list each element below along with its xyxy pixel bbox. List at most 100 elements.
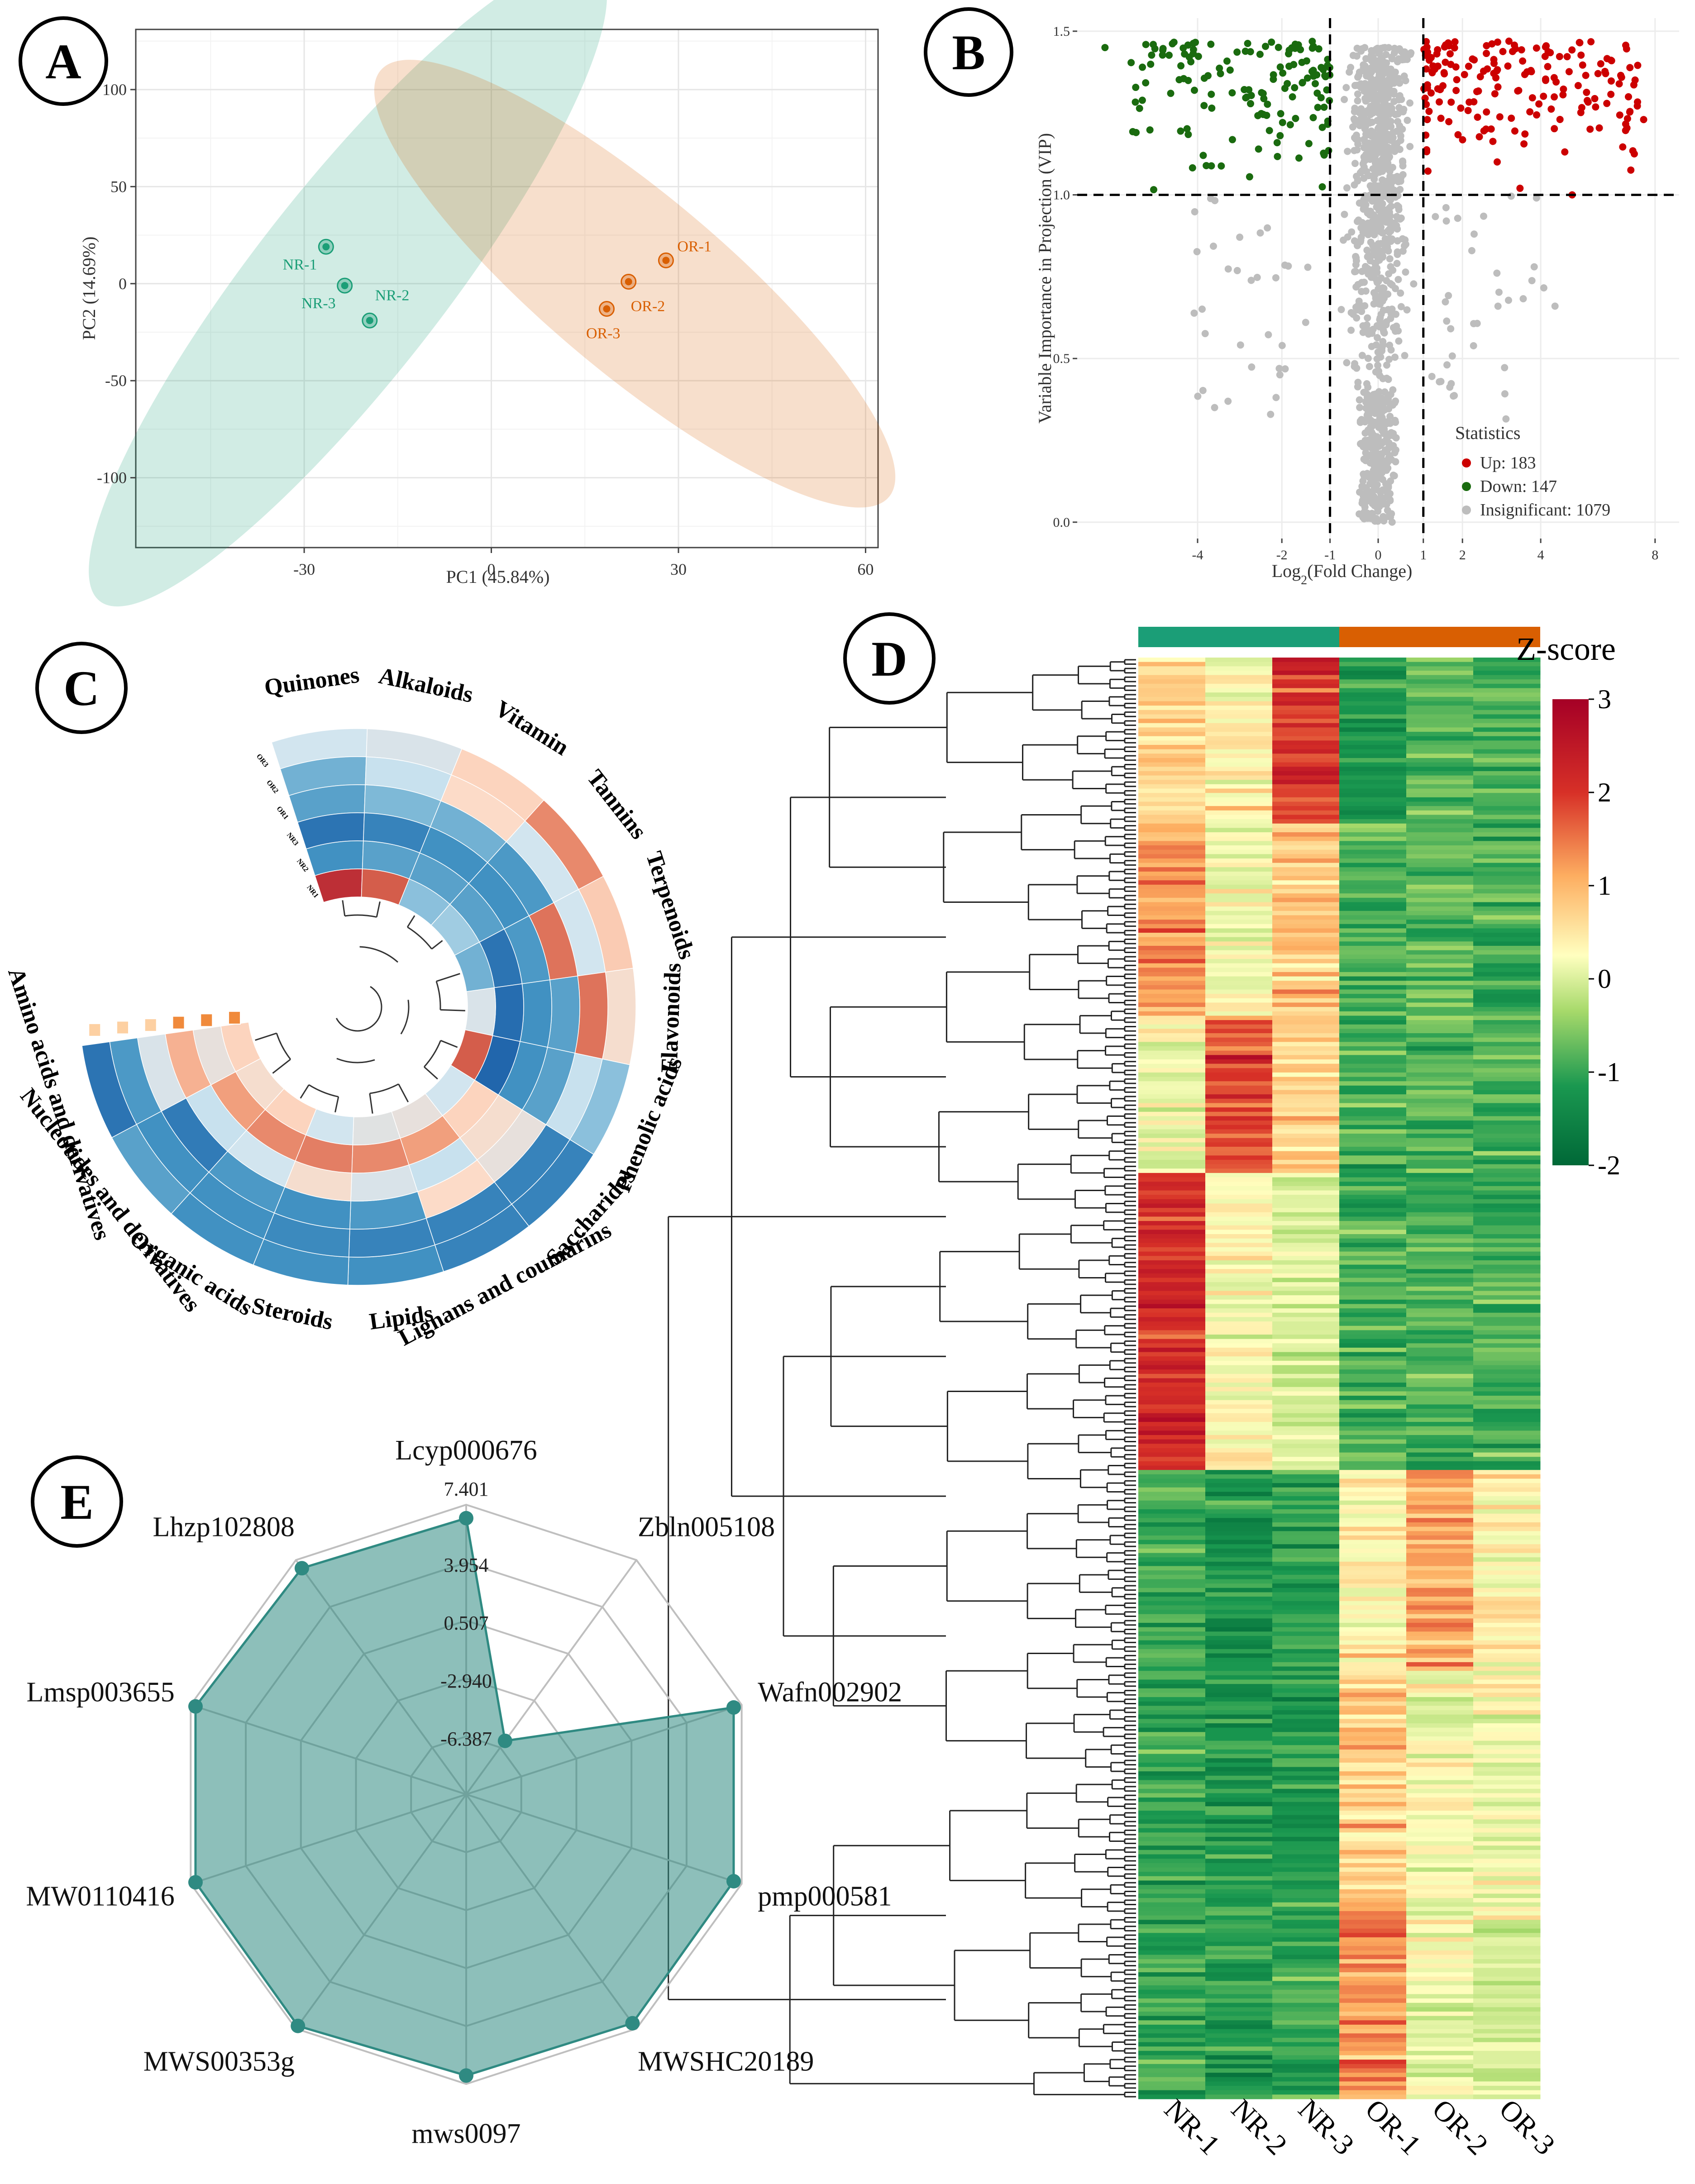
volcano-point-insignificant bbox=[1373, 486, 1380, 493]
heatmap-cell bbox=[1138, 1002, 1206, 1007]
volcano-point-up bbox=[1560, 85, 1567, 93]
heatmap-cell bbox=[1272, 867, 1340, 872]
volcano-point-insignificant bbox=[1376, 71, 1384, 78]
heatmap-cell bbox=[1339, 692, 1407, 697]
heatmap-cell bbox=[1406, 2046, 1474, 2051]
heatmap-cell bbox=[1272, 1513, 1340, 1518]
heatmap-cell bbox=[1138, 780, 1206, 785]
heatmap-cell bbox=[1272, 1081, 1340, 1086]
heatmap-cell bbox=[1473, 1989, 1541, 1994]
volcano-point-insignificant bbox=[1443, 361, 1451, 369]
heatmap-cell bbox=[1339, 998, 1407, 1003]
volcano-point-down bbox=[1311, 80, 1319, 87]
volcano-point-insignificant bbox=[1373, 334, 1381, 342]
dendrogram-arc bbox=[276, 1033, 291, 1060]
heatmap-cell bbox=[1339, 1295, 1407, 1300]
heatmap-cell bbox=[1473, 1802, 1541, 1807]
group-bar-cell bbox=[116, 1020, 129, 1035]
heatmap-cell bbox=[1138, 1710, 1206, 1715]
heatmap-cell bbox=[1272, 771, 1340, 776]
heatmap-cell bbox=[1272, 1701, 1340, 1706]
volcano-point-insignificant bbox=[1337, 305, 1345, 313]
heatmap-cell bbox=[1339, 1037, 1407, 1042]
heatmap-cell bbox=[1138, 1802, 1206, 1807]
heatmap-cell bbox=[1406, 1247, 1474, 1252]
heatmap-cell bbox=[1138, 1658, 1206, 1663]
heatmap-cell bbox=[1339, 902, 1407, 907]
heatmap-cell bbox=[1473, 1072, 1541, 1078]
heatmap-cell bbox=[1138, 1622, 1206, 1628]
volcano-point-up bbox=[1602, 70, 1609, 77]
heatmap-cell bbox=[1205, 1059, 1273, 1064]
heatmap-cell bbox=[1205, 1247, 1273, 1252]
heatmap-cell bbox=[1339, 1046, 1407, 1051]
category-label: Steroids bbox=[249, 1293, 335, 1335]
heatmap-cell bbox=[1205, 793, 1273, 798]
heatmap-cell bbox=[1205, 1308, 1273, 1313]
heatmap-cell bbox=[1473, 1291, 1541, 1296]
volcano-point-insignificant bbox=[1358, 352, 1366, 359]
heatmap-cell bbox=[1339, 683, 1407, 689]
heatmap-cell bbox=[1473, 1649, 1541, 1654]
volcano-point-down bbox=[1244, 39, 1251, 47]
volcano-point-down bbox=[1199, 152, 1207, 159]
heatmap-cell bbox=[1473, 1225, 1541, 1230]
heatmap-cell bbox=[1339, 1016, 1407, 1020]
heatmap-cell bbox=[1272, 1199, 1340, 1204]
heatmap-cell bbox=[1406, 1251, 1474, 1256]
heatmap-cell bbox=[1473, 1662, 1541, 1667]
heatmap-cell bbox=[1272, 1077, 1340, 1082]
volcano-point-down bbox=[1279, 69, 1287, 77]
volcano-point-down bbox=[1207, 40, 1215, 48]
heatmap-cell bbox=[1205, 1662, 1273, 1667]
heatmap-cell bbox=[1272, 1431, 1340, 1435]
heatmap-cell bbox=[1473, 1195, 1541, 1200]
pca-y-tick-label: -50 bbox=[105, 372, 127, 390]
heatmap-cell bbox=[1473, 1745, 1541, 1750]
heatmap-cell bbox=[1473, 1369, 1541, 1374]
volcano-point-insignificant bbox=[1370, 247, 1378, 255]
heatmap-cell bbox=[1473, 1492, 1541, 1497]
heatmap-cell bbox=[1272, 1950, 1340, 1955]
volcano-point-insignificant bbox=[1358, 482, 1366, 490]
heatmap-cell bbox=[1272, 1094, 1340, 1099]
heatmap-cell bbox=[1473, 1042, 1541, 1047]
heatmap-cell bbox=[1473, 1387, 1541, 1392]
heatmap-cell bbox=[1473, 1863, 1541, 1868]
heatmap-cell bbox=[1205, 1924, 1273, 1929]
heatmap-cell bbox=[1205, 1125, 1273, 1130]
heatmap-cell bbox=[1406, 1815, 1474, 1820]
heatmap-cell bbox=[1272, 1719, 1340, 1724]
volcano-point-up bbox=[1617, 72, 1624, 79]
volcano-point-insignificant bbox=[1386, 497, 1394, 505]
volcano-point-up bbox=[1475, 133, 1483, 141]
heatmap-cell bbox=[1406, 1269, 1474, 1274]
heatmap-cell bbox=[1406, 1273, 1474, 1278]
volcano-point-down bbox=[1208, 104, 1216, 112]
heatmap-cell bbox=[1138, 1601, 1206, 1606]
heatmap-cell bbox=[1205, 1610, 1273, 1615]
heatmap-cell bbox=[1473, 1645, 1541, 1650]
heatmap-cell bbox=[1138, 1264, 1206, 1269]
heatmap-cell bbox=[1406, 1941, 1474, 1946]
heatmap-cell bbox=[1406, 1631, 1474, 1636]
heatmap-cell bbox=[1138, 1588, 1206, 1593]
heatmap-cell bbox=[1473, 670, 1541, 676]
heatmap-cell bbox=[1272, 1531, 1340, 1536]
volcano-point-insignificant bbox=[1393, 322, 1400, 330]
heatmap-cell bbox=[1272, 1260, 1340, 1265]
volcano-point-insignificant bbox=[1393, 260, 1401, 267]
heatmap-cell bbox=[1138, 1907, 1206, 1912]
heatmap-cell bbox=[1339, 1094, 1407, 1099]
heatmap-cell bbox=[1138, 1583, 1206, 1588]
heatmap-cell bbox=[1406, 819, 1474, 824]
heatmap-cell bbox=[1205, 1413, 1273, 1418]
heatmap-cell bbox=[1339, 1941, 1407, 1946]
heatmap-cell bbox=[1339, 1478, 1407, 1483]
volcano-point-down bbox=[1180, 75, 1188, 82]
heatmap-cell bbox=[1138, 1146, 1206, 1152]
heatmap-cell bbox=[1473, 758, 1541, 763]
heatmap-cell bbox=[1205, 1177, 1273, 1182]
heatmap-cell bbox=[1473, 1588, 1541, 1593]
volcano-point-insignificant bbox=[1341, 210, 1348, 218]
